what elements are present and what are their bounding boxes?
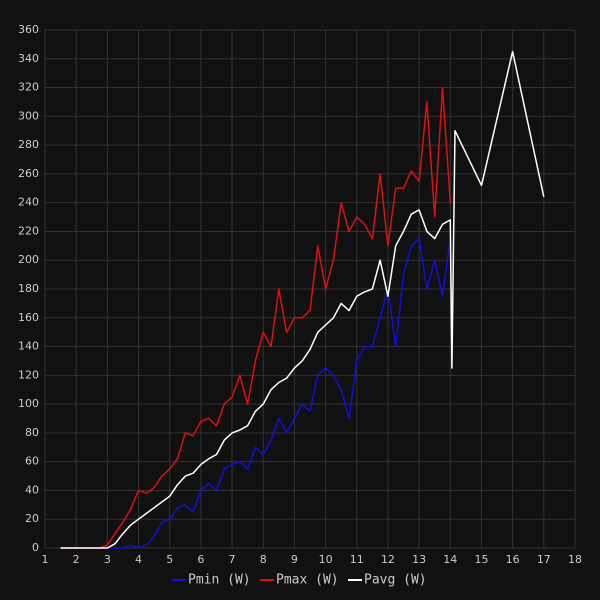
x-tick-label: 11: [350, 553, 364, 566]
x-tick-label: 6: [197, 553, 204, 566]
y-tick-label: 20: [25, 512, 39, 525]
x-tick-label: 12: [381, 553, 395, 566]
y-tick-label: 60: [25, 455, 39, 468]
legend: Pmin (W) Pmax (W) Pavg (W): [172, 573, 427, 588]
y-tick-label: 320: [18, 81, 39, 94]
y-tick-label: 240: [18, 196, 39, 209]
y-tick-label: 0: [32, 541, 39, 554]
y-tick-label: 140: [18, 340, 39, 353]
x-tick-label: 15: [474, 553, 488, 566]
y-tick-label: 220: [18, 224, 39, 237]
y-tick-label: 360: [18, 23, 39, 36]
x-tick-label: 7: [229, 553, 236, 566]
legend-label: Pavg (W): [364, 573, 427, 588]
x-tick-label: 18: [568, 553, 582, 566]
x-tick-label: 4: [135, 553, 142, 566]
y-tick-label: 160: [18, 311, 39, 324]
x-tick-label: 9: [291, 553, 298, 566]
x-tick-label: 16: [506, 553, 520, 566]
y-tick-label: 100: [18, 397, 39, 410]
y-tick-label: 180: [18, 282, 39, 295]
y-tick-label: 80: [25, 426, 39, 439]
y-tick-label: 120: [18, 368, 39, 381]
x-tick-label: 17: [537, 553, 551, 566]
x-tick-label: 5: [166, 553, 173, 566]
x-tick-label: 10: [319, 553, 333, 566]
x-tick-label: 13: [412, 553, 426, 566]
x-tick-label: 8: [260, 553, 267, 566]
x-tick-label: 2: [73, 553, 80, 566]
x-tick-label: 1: [42, 553, 49, 566]
y-tick-label: 40: [25, 483, 39, 496]
legend-label: Pmax (W): [276, 573, 339, 588]
series-line: [60, 50, 545, 549]
legend-label: Pmin (W): [188, 573, 251, 588]
y-tick-label: 260: [18, 167, 39, 180]
series-line: [60, 237, 452, 549]
y-tick-label: 340: [18, 52, 39, 65]
y-tick-label: 280: [18, 138, 39, 151]
y-tick-label: 200: [18, 253, 39, 266]
y-tick-label: 300: [18, 109, 39, 122]
x-tick-label: 14: [443, 553, 457, 566]
series-line: [60, 86, 452, 549]
x-tick-label: 3: [104, 553, 111, 566]
